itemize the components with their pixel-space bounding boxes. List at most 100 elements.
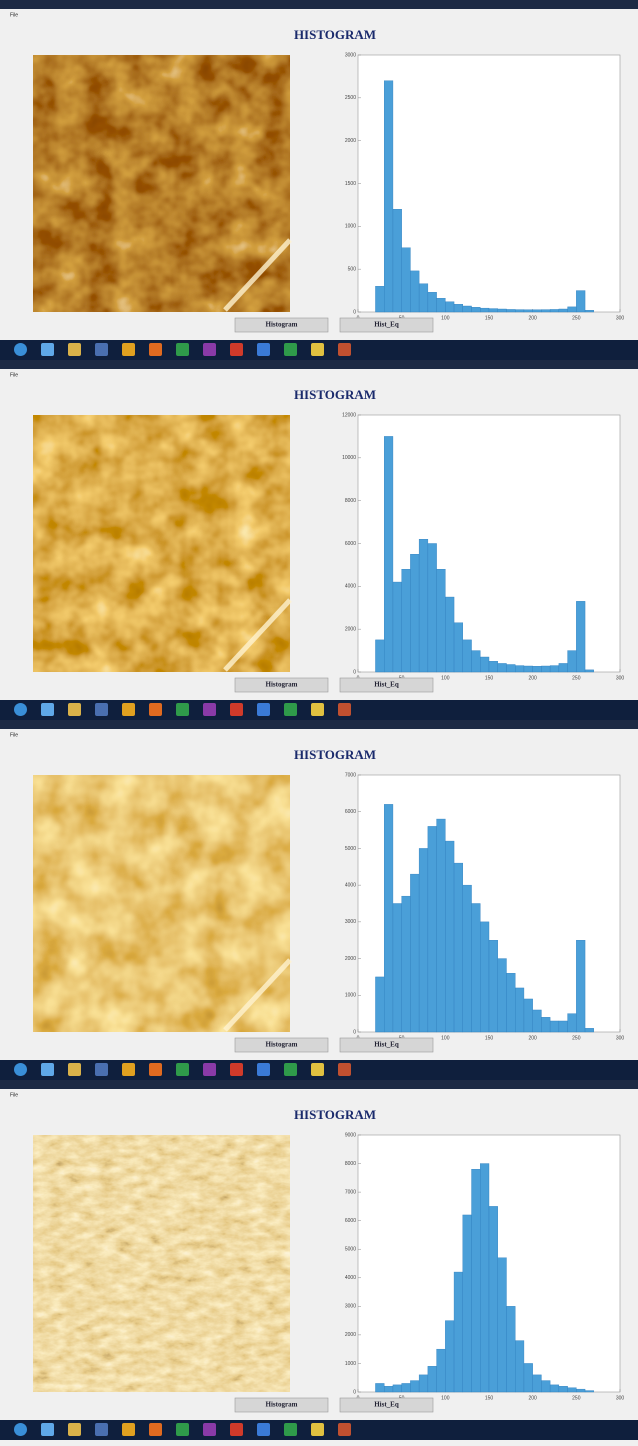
taskbar-icon[interactable] — [338, 343, 351, 356]
menu-file[interactable]: File — [10, 1092, 18, 1098]
histogram-bar — [392, 581, 402, 673]
histogram-bar — [418, 848, 429, 1033]
button-label[interactable]: Histogram — [266, 321, 298, 329]
taskbar-icon[interactable] — [176, 343, 189, 356]
taskbar-icon[interactable] — [41, 703, 54, 716]
taskbar-icon[interactable] — [14, 1423, 27, 1436]
button[interactable] — [234, 1037, 329, 1053]
histogram-bar — [401, 1383, 411, 1393]
taskbar-icon[interactable] — [311, 1423, 324, 1436]
taskbar-icon[interactable] — [122, 703, 135, 716]
histogram-bar — [384, 436, 394, 673]
button-label[interactable]: Histogram — [266, 1401, 298, 1409]
histogram-bar — [532, 1009, 542, 1033]
taskbar-icon[interactable] — [14, 343, 27, 356]
taskbar-icon[interactable] — [257, 1063, 270, 1076]
taskbar-icon[interactable] — [41, 1423, 54, 1436]
button-label[interactable]: Histogram — [266, 681, 298, 689]
taskbar-icon[interactable] — [95, 1063, 108, 1076]
taskbar-icon[interactable] — [95, 1423, 108, 1436]
button[interactable] — [339, 677, 434, 693]
taskbar-icon[interactable] — [95, 343, 108, 356]
taskbar-icon[interactable] — [230, 703, 243, 716]
histogram-bar — [471, 650, 481, 673]
histogram-bar — [427, 543, 437, 673]
button-label[interactable]: Hist_Eq — [374, 321, 399, 329]
taskbar-icon[interactable] — [176, 1063, 189, 1076]
taskbar-icon[interactable] — [284, 703, 297, 716]
taskbar-icon[interactable] — [149, 1423, 162, 1436]
y-tick-label: 2000 — [345, 1332, 356, 1338]
taskbar-icon[interactable] — [311, 703, 324, 716]
taskbar-icon[interactable] — [230, 1063, 243, 1076]
button[interactable] — [234, 317, 329, 333]
taskbar-icon[interactable] — [41, 1063, 54, 1076]
taskbar-icon[interactable] — [41, 343, 54, 356]
x-tick-label: 300 — [616, 315, 625, 321]
taskbar-icon[interactable] — [203, 343, 216, 356]
menu-file[interactable]: File — [10, 732, 18, 738]
taskbar-icon[interactable] — [284, 343, 297, 356]
taskbar-icon[interactable] — [203, 703, 216, 716]
taskbar-icon[interactable] — [176, 1423, 189, 1436]
button-label[interactable]: Histogram — [266, 1041, 298, 1049]
taskbar-icon[interactable] — [311, 343, 324, 356]
taskbar-icon[interactable] — [14, 1063, 27, 1076]
taskbar-icon[interactable] — [68, 343, 81, 356]
taskbar-icon[interactable] — [230, 1423, 243, 1436]
taskbar-icon[interactable] — [257, 343, 270, 356]
taskbar-icon[interactable] — [122, 1423, 135, 1436]
menu-file[interactable]: File — [10, 12, 18, 18]
histogram-bar — [576, 940, 586, 1033]
taskbar-icon[interactable] — [122, 1063, 135, 1076]
button[interactable] — [339, 317, 434, 333]
x-tick-label: 100 — [441, 1395, 450, 1401]
histogram-bar — [392, 208, 402, 313]
taskbar-icon[interactable] — [338, 1063, 351, 1076]
taskbar-icon[interactable] — [68, 1423, 81, 1436]
button[interactable] — [339, 1037, 434, 1053]
histogram-bar — [532, 309, 542, 313]
histogram-bar — [532, 1374, 542, 1393]
taskbar-icon[interactable] — [311, 1063, 324, 1076]
taskbar-icon[interactable] — [149, 703, 162, 716]
taskbar-icon[interactable] — [284, 1063, 297, 1076]
taskbar-icon[interactable] — [68, 1063, 81, 1076]
y-tick-label: 2000 — [345, 138, 356, 144]
taskbar-icon[interactable] — [176, 703, 189, 716]
button-label[interactable]: Hist_Eq — [374, 1401, 399, 1409]
taskbar-icon[interactable] — [122, 343, 135, 356]
taskbar-icon[interactable] — [284, 1423, 297, 1436]
taskbar-icon[interactable] — [338, 1423, 351, 1436]
histogram-bar — [558, 1020, 568, 1033]
button[interactable] — [339, 1397, 434, 1413]
taskbar-icon[interactable] — [203, 1423, 216, 1436]
x-tick-label: 200 — [528, 1395, 537, 1401]
y-tick-label: 0 — [353, 1029, 356, 1035]
button[interactable] — [234, 1397, 329, 1413]
button[interactable] — [234, 677, 329, 693]
button-label[interactable]: Hist_Eq — [374, 1041, 399, 1049]
taskbar-icon[interactable] — [338, 703, 351, 716]
taskbar-icon[interactable] — [257, 1423, 270, 1436]
histogram-bar — [541, 665, 551, 673]
taskbar-icon[interactable] — [149, 1063, 162, 1076]
histogram-bar — [549, 309, 560, 313]
histogram-bar — [567, 650, 577, 673]
x-tick-label: 100 — [441, 675, 450, 681]
histogram-bar — [410, 1380, 420, 1393]
taskbar-icon[interactable] — [68, 703, 81, 716]
histogram-bar — [488, 308, 498, 313]
button-label[interactable]: Hist_Eq — [374, 681, 399, 689]
histogram-bar — [418, 283, 429, 313]
histogram-bar — [584, 310, 594, 313]
taskbar-icon[interactable] — [203, 1063, 216, 1076]
histogram-bar — [515, 987, 525, 1033]
taskbar-icon[interactable] — [257, 703, 270, 716]
taskbar-icon[interactable] — [95, 703, 108, 716]
taskbar-icon[interactable] — [149, 343, 162, 356]
taskbar-icon[interactable] — [14, 703, 27, 716]
taskbar-icon[interactable] — [230, 343, 243, 356]
histogram-bar — [488, 1206, 498, 1393]
menu-file[interactable]: File — [10, 372, 18, 378]
